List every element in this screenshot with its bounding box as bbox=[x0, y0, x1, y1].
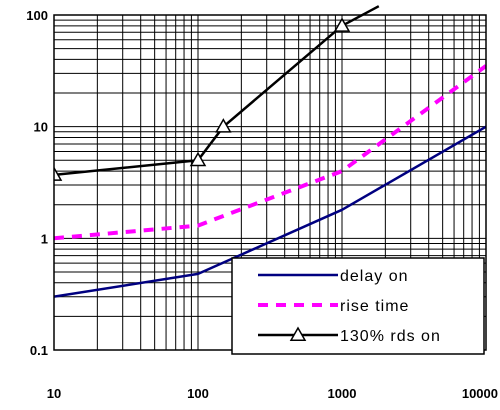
tick-labels: 0.1 1 10 100 10 100 1000 10000 bbox=[26, 8, 498, 401]
series-line-1 bbox=[54, 64, 486, 241]
legend-label: delay on bbox=[340, 268, 409, 285]
series-marker-2 bbox=[54, 166, 63, 181]
series-group bbox=[54, 5, 486, 298]
series-marker-2 bbox=[189, 151, 207, 167]
x-tick-label: 100 bbox=[187, 386, 209, 401]
x-tick-label: 10000 bbox=[462, 386, 498, 401]
legend-label: 130% rds on bbox=[340, 328, 441, 345]
y-tick-label: 0.1 bbox=[30, 343, 48, 358]
series-clip-group bbox=[54, 5, 486, 298]
series-marker-2 bbox=[333, 17, 351, 32]
x-tick-label: 1000 bbox=[328, 386, 357, 401]
x-tick-label: 10 bbox=[47, 386, 61, 401]
legend-label: rise time bbox=[340, 298, 409, 315]
legend: delay on rise time 130% rds on bbox=[231, 257, 485, 355]
series-line-2 bbox=[54, 5, 380, 177]
y-tick-label: 100 bbox=[26, 8, 48, 23]
series-line-0 bbox=[54, 125, 486, 298]
y-tick-label: 10 bbox=[34, 120, 48, 135]
legend-marker-2 bbox=[289, 326, 307, 341]
series-marker-2 bbox=[215, 118, 232, 133]
y-tick-label: 1 bbox=[41, 231, 48, 246]
